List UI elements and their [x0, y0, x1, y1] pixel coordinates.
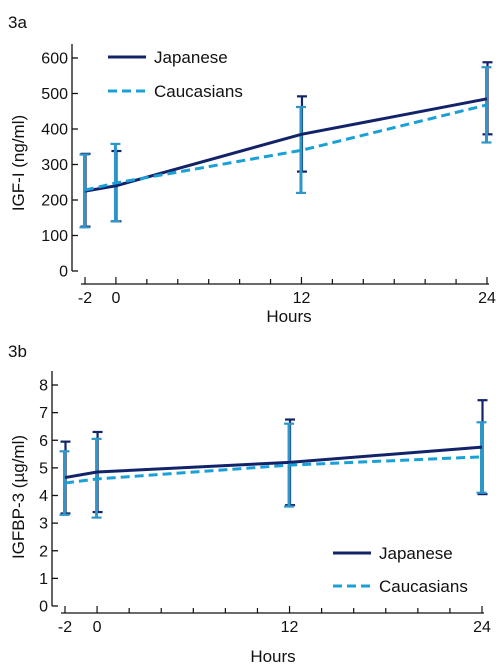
- x-tick-label: 0: [111, 290, 120, 307]
- legend-3a: Japanese Caucasians: [108, 48, 243, 101]
- y-axis-title-3b: IGFBP-3 (µg/ml): [9, 435, 28, 559]
- legend-label: Caucasians: [379, 577, 468, 596]
- x-tick-label: -2: [78, 290, 92, 307]
- panel-3a: 3a IGF-I (ng/ml) Hours 0 100 200 300 400 500 6…: [8, 13, 496, 326]
- y-tick-label: 500: [41, 86, 68, 103]
- y-axis-title-3a: IGF-I (ng/ml): [9, 115, 28, 211]
- x-axis-title-3a: Hours: [266, 307, 311, 326]
- y-tick-label: 1: [39, 571, 48, 588]
- x-tick-label: -2: [58, 619, 72, 636]
- legend-label: Caucasians: [154, 82, 243, 101]
- panel-label-3b: 3b: [8, 342, 27, 361]
- legend-label: Japanese: [379, 544, 453, 563]
- x-tick-label: 12: [293, 290, 311, 307]
- legend-label: Japanese: [154, 48, 228, 67]
- axes-3a: 0 100 200 300 400 500 600 -2 0 12 24: [41, 44, 496, 307]
- y-tick-label: 400: [41, 122, 68, 139]
- series-line-japanese: [64, 445, 483, 480]
- y-tick-label: 300: [41, 157, 68, 174]
- series-line-caucasians: [64, 455, 483, 485]
- marks-3b: [59, 399, 488, 519]
- x-tick-label: 12: [281, 619, 299, 636]
- x-tick-label: 24: [478, 290, 496, 307]
- legend-3b: Japanese Caucasians: [333, 544, 468, 596]
- x-axis-title-3b: Hours: [250, 647, 295, 666]
- y-tick-label: 600: [41, 51, 68, 68]
- y-tick-label: 4: [39, 488, 48, 505]
- y-tick-label: 8: [39, 378, 48, 395]
- y-tick-label: 3: [39, 516, 48, 533]
- y-tick-label: 0: [59, 264, 68, 281]
- series-line-japanese: [84, 97, 488, 193]
- y-tick-label: 6: [39, 433, 48, 450]
- x-tick-label: 0: [93, 619, 102, 636]
- series-line-caucasians: [84, 103, 488, 192]
- y-tick-label: 2: [39, 543, 48, 560]
- y-tick-label: 5: [39, 460, 48, 477]
- y-tick-label: 100: [41, 228, 68, 245]
- y-tick-label: 200: [41, 193, 68, 210]
- marks-3a: [79, 61, 493, 229]
- y-tick-label: 0: [39, 599, 48, 616]
- x-tick-label: 24: [473, 619, 491, 636]
- y-tick-label: 7: [39, 405, 48, 422]
- panel-label-3a: 3a: [8, 13, 27, 32]
